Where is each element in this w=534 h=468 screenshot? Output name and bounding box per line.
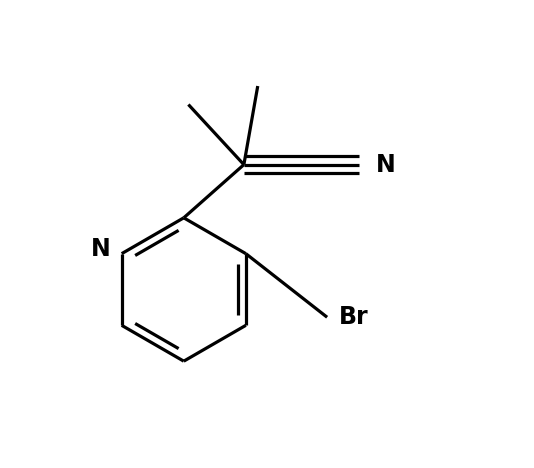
Text: Br: Br xyxy=(339,305,368,329)
Text: N: N xyxy=(376,153,395,176)
Text: N: N xyxy=(91,237,111,261)
